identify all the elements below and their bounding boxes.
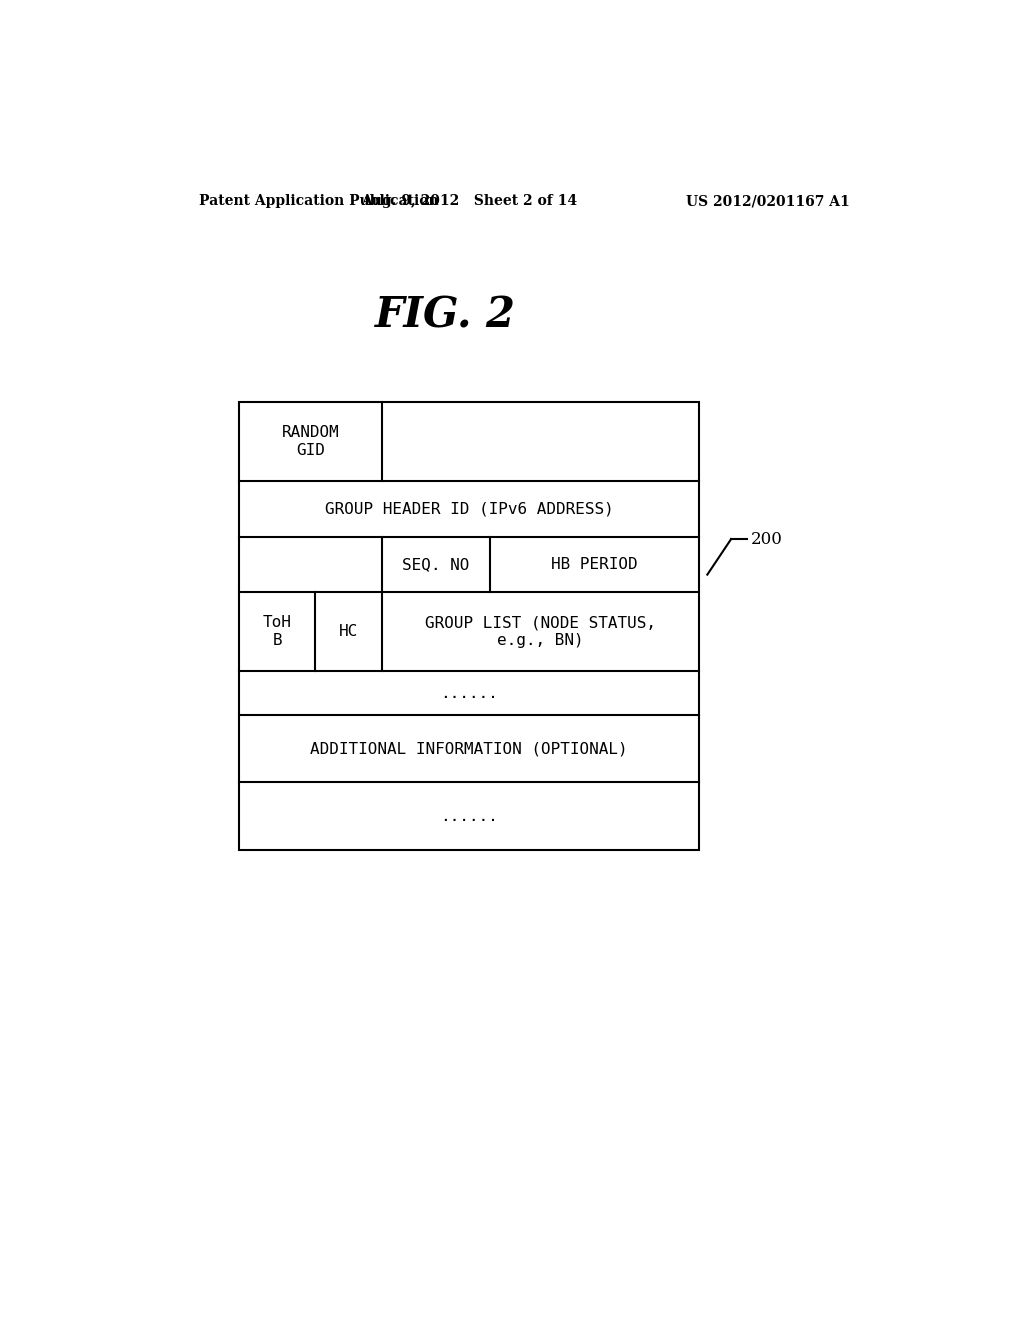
Text: ADDITIONAL INFORMATION (OPTIONAL): ADDITIONAL INFORMATION (OPTIONAL) <box>310 742 628 756</box>
Text: ......: ...... <box>440 685 498 701</box>
Text: FIG. 2: FIG. 2 <box>375 294 516 337</box>
Text: 200: 200 <box>751 531 783 548</box>
Text: GROUP LIST (NODE STATUS,
e.g., BN): GROUP LIST (NODE STATUS, e.g., BN) <box>425 615 656 648</box>
Text: ......: ...... <box>440 809 498 824</box>
Bar <box>240 403 699 850</box>
Text: HC: HC <box>339 624 358 639</box>
Text: RANDOM
GID: RANDOM GID <box>282 425 339 458</box>
Text: Patent Application Publication: Patent Application Publication <box>200 194 439 209</box>
Text: ToH
B: ToH B <box>262 615 292 648</box>
Text: Aug. 9, 2012   Sheet 2 of 14: Aug. 9, 2012 Sheet 2 of 14 <box>361 194 578 209</box>
Text: US 2012/0201167 A1: US 2012/0201167 A1 <box>686 194 850 209</box>
Text: SEQ. NO: SEQ. NO <box>402 557 470 572</box>
Text: GROUP HEADER ID (IPv6 ADDRESS): GROUP HEADER ID (IPv6 ADDRESS) <box>325 502 613 516</box>
Text: HB PERIOD: HB PERIOD <box>551 557 638 572</box>
